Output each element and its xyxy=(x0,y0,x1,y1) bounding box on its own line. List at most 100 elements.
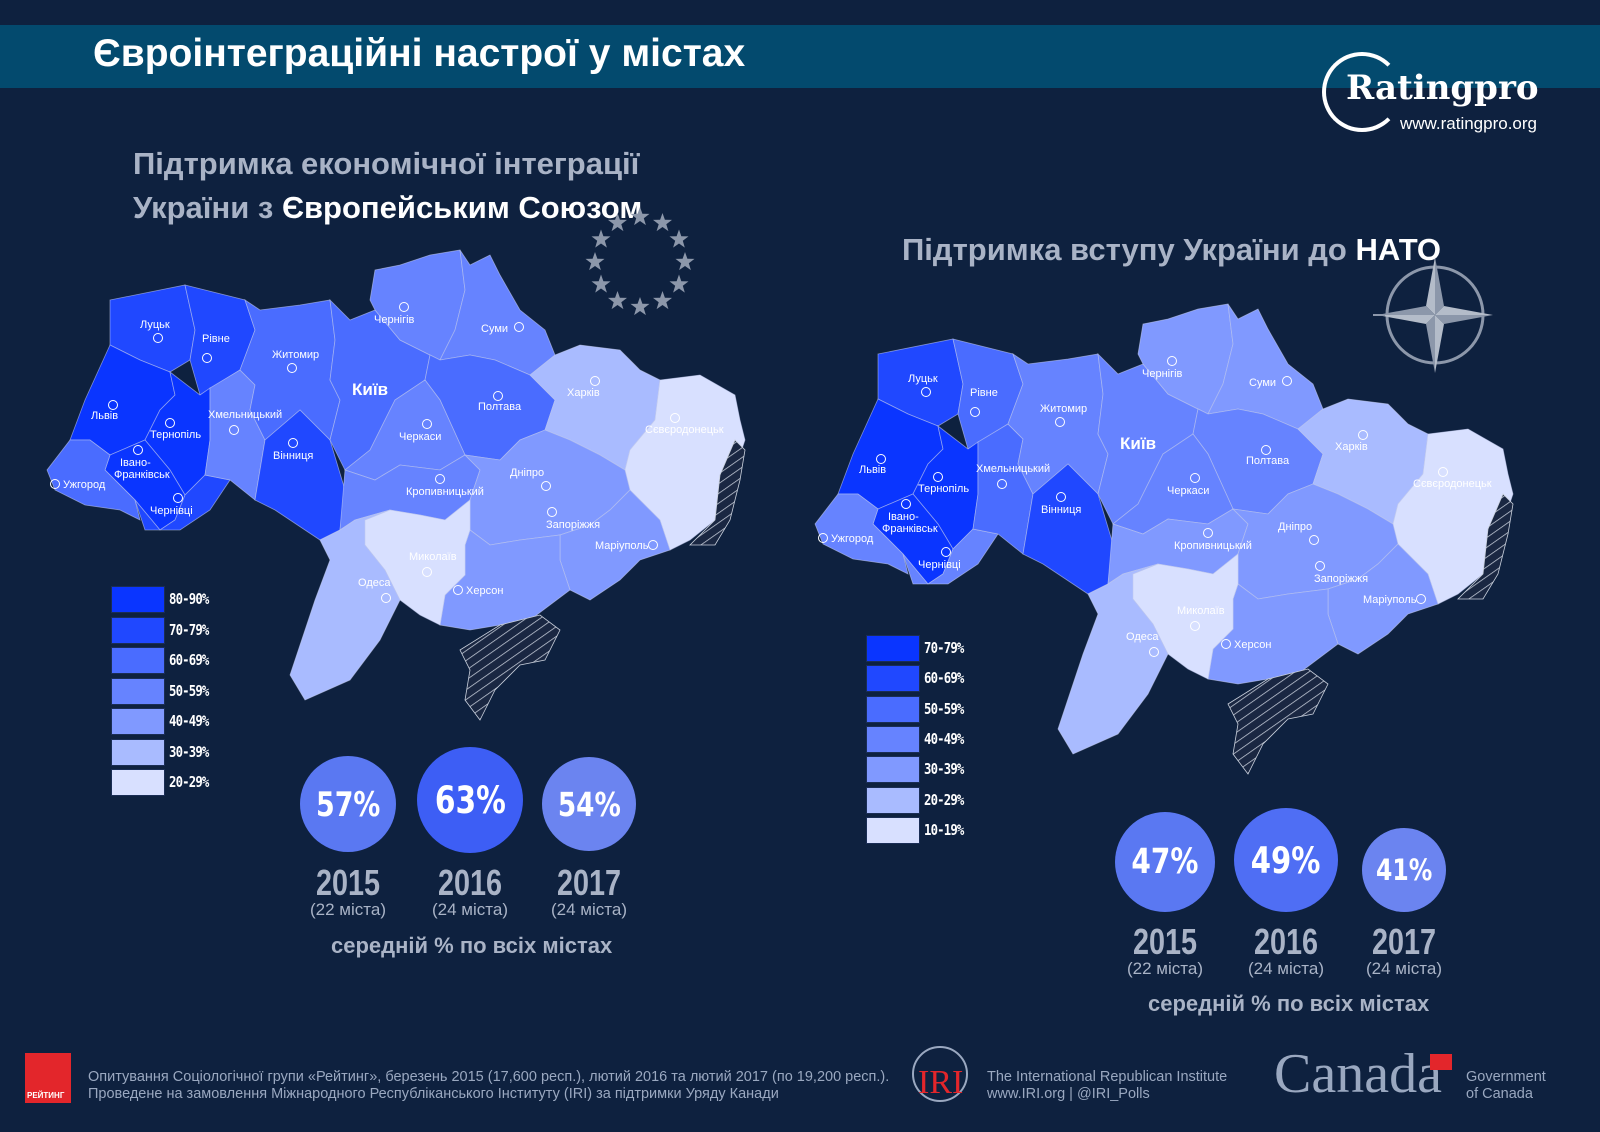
legend-label: 80-90% xyxy=(169,590,209,608)
eu-star-icon xyxy=(630,297,650,316)
nato-support-map: Луцьк Рівне Львів Тернопіль Івано-Франківськ… xyxy=(814,303,1514,775)
legend-label: 20-29% xyxy=(924,790,964,809)
footer-line1: Опитування Соціологічної групи «Рейтинг»… xyxy=(88,1069,890,1085)
region-uzh[interactable] xyxy=(46,439,141,521)
legend-label: 60-69% xyxy=(169,651,209,669)
legend-swatch xyxy=(111,647,165,674)
stat-value: 57% xyxy=(315,784,381,824)
eu-star-icon xyxy=(669,274,689,293)
city-label-ternopil: Тернопіль xyxy=(150,429,201,441)
region-luh[interactable] xyxy=(624,374,746,551)
city-label-poltava: Полтава xyxy=(478,401,522,413)
legend-label: 40-49% xyxy=(169,712,209,730)
legend-swatch xyxy=(866,725,920,753)
legend-swatch xyxy=(866,786,920,814)
city-marker-icon xyxy=(1309,535,1319,545)
city-marker-icon xyxy=(921,387,931,397)
eu-star-icon xyxy=(653,213,672,232)
legend-label: 10-19% xyxy=(924,820,964,839)
canada-flag-icon xyxy=(1430,1054,1452,1070)
city-label-ivfr2: Франківськ xyxy=(114,469,170,481)
city-label-vinn: Вінниця xyxy=(1041,504,1081,516)
legend-swatch xyxy=(866,695,920,723)
legend-swatch xyxy=(866,635,920,662)
stat-circle: 49% xyxy=(1234,808,1338,912)
nato-title-part: Підтримка вступу України до xyxy=(902,232,1356,267)
legend-swatch xyxy=(111,769,165,796)
region-odesa[interactable] xyxy=(289,509,401,701)
region-luh[interactable] xyxy=(1392,428,1514,605)
city-label-mar: Маріуполь xyxy=(595,540,649,552)
city-label-rivne: Рівне xyxy=(970,387,998,399)
city-label-khar: Харків xyxy=(1335,441,1368,453)
legend-label: 20-29% xyxy=(169,773,209,791)
city-label-sumy: Суми xyxy=(1249,377,1276,389)
city-label-odesa: Одеса xyxy=(358,577,391,589)
region-odesa[interactable] xyxy=(1057,563,1169,755)
city-label-lviv: Львів xyxy=(91,410,118,422)
city-marker-icon xyxy=(1416,594,1426,604)
stat-sample: (24 міста) xyxy=(1366,959,1442,978)
eu-star-icon xyxy=(653,291,672,310)
city-label-poltava: Полтава xyxy=(1246,455,1290,467)
legend-swatch xyxy=(111,708,165,735)
legend-label: 30-39% xyxy=(924,760,964,779)
city-marker-icon xyxy=(229,425,239,435)
stat-sample: (24 міста) xyxy=(432,900,508,919)
city-marker-icon xyxy=(287,363,297,373)
legend-label: 70-79% xyxy=(924,639,964,657)
city-label-kirov: Кропивницький xyxy=(406,486,484,498)
stat-value: 54% xyxy=(557,784,621,824)
city-marker-icon xyxy=(1149,647,1159,657)
eu-star-icon xyxy=(591,274,611,293)
stat-value: 49% xyxy=(1251,838,1321,882)
city-marker-icon xyxy=(970,407,980,417)
stat-circle: 63% xyxy=(417,747,523,853)
nato-title-highlight: НАТО xyxy=(1355,232,1441,267)
city-label-cherk: Черкаси xyxy=(399,431,441,443)
iri-links[interactable]: www.IRI.org | @IRI_Polls xyxy=(987,1086,1150,1102)
gov-line2: of Canada xyxy=(1466,1086,1533,1102)
stat-value: 63% xyxy=(434,778,506,822)
city-marker-icon xyxy=(493,391,503,401)
region-uzh[interactable] xyxy=(814,493,909,575)
city-marker-icon xyxy=(50,479,60,489)
city-label-kyiv-capital: Київ xyxy=(1120,434,1156,453)
eu-support-map: Луцьк Рівне Львів Тернопіль Івано-Франківськ… xyxy=(46,249,746,721)
city-marker-icon xyxy=(1438,467,1448,477)
canada-wordmark: Canada xyxy=(1274,1043,1442,1105)
nato-compass-icon xyxy=(1373,257,1493,373)
city-marker-icon xyxy=(590,376,600,386)
city-marker-icon xyxy=(1056,492,1066,502)
occupied-crimea xyxy=(459,614,561,721)
eu-star-icon xyxy=(585,252,605,271)
eu-star-icon xyxy=(630,207,650,226)
legend-label: 50-59% xyxy=(169,681,209,700)
city-marker-icon xyxy=(670,413,680,423)
occupied-crimea xyxy=(1227,668,1329,775)
city-marker-icon xyxy=(1261,445,1271,455)
city-label-kirov: Кропивницький xyxy=(1174,540,1252,552)
city-marker-icon xyxy=(435,474,445,484)
eu-title-line1: Підтримка економічної інтеграції xyxy=(133,146,640,181)
city-marker-icon xyxy=(933,472,943,482)
gov-line1: Government xyxy=(1466,1069,1546,1085)
ratingpro-url[interactable]: www.ratingpro.org xyxy=(1400,114,1538,133)
stat-circle: 57% xyxy=(300,756,396,852)
eu-caption: середній % по всіх містах xyxy=(331,933,613,958)
stat-year: 2017 xyxy=(1371,921,1437,962)
legend-swatch xyxy=(111,738,165,766)
city-label-zhyt: Житомир xyxy=(1040,403,1087,415)
city-marker-icon xyxy=(288,438,298,448)
legend-swatch xyxy=(866,665,920,693)
city-marker-icon xyxy=(547,507,557,517)
city-marker-icon xyxy=(108,400,118,410)
city-label-cherk: Черкаси xyxy=(1167,485,1209,497)
legend-label: 70-79% xyxy=(169,620,209,639)
stat-year: 2016 xyxy=(1253,921,1319,962)
city-label-vinn: Вінниця xyxy=(273,450,313,462)
city-label-chern: Чернівці xyxy=(150,505,193,517)
ratingpro-logo-ring xyxy=(1322,52,1402,132)
legend-swatch xyxy=(111,586,165,613)
